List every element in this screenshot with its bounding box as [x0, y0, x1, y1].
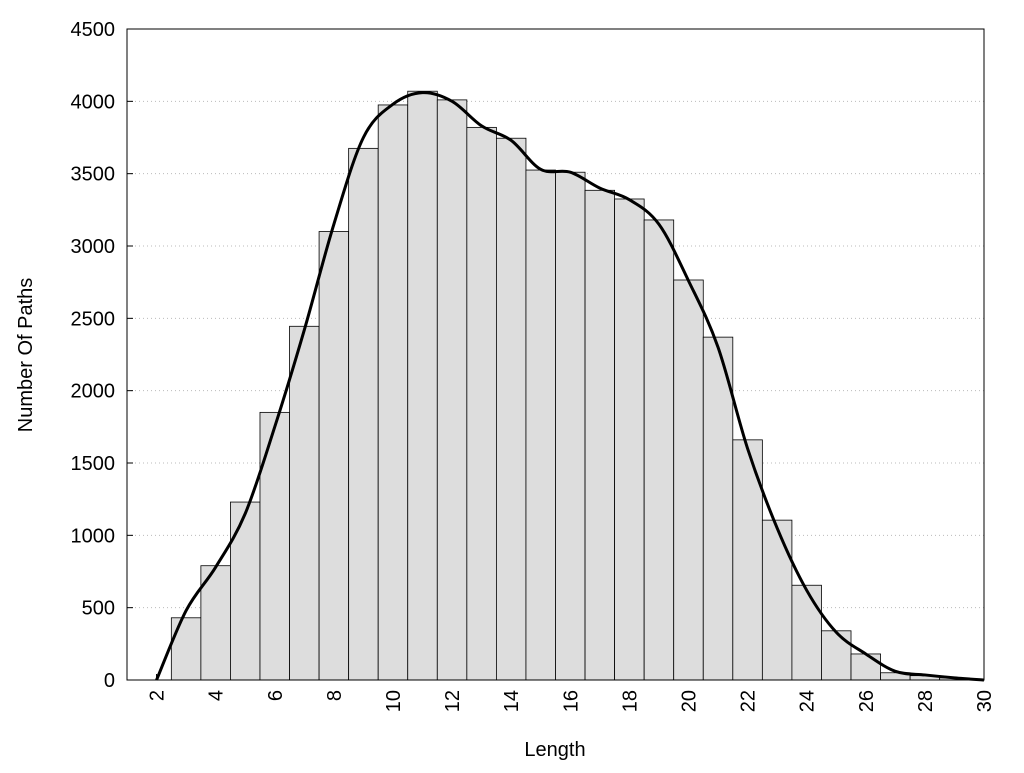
bar [170, 617, 202, 681]
y-tick-label: 0 [104, 670, 115, 692]
bar [377, 104, 409, 681]
x-tick-label: 30 [974, 690, 996, 712]
bar [436, 99, 468, 681]
bar [673, 279, 704, 681]
y-axis-label: Number Of Paths [15, 278, 37, 433]
x-tick-label: 24 [797, 690, 819, 712]
bar [230, 501, 261, 681]
x-tick-label: 12 [442, 690, 464, 712]
x-tick-label: 26 [856, 690, 878, 712]
x-tick-label: 2 [147, 690, 169, 701]
y-tick-label: 1500 [71, 453, 116, 475]
y-tick-label: 2000 [71, 381, 116, 403]
x-tick-label: 22 [738, 690, 760, 712]
bar [466, 126, 497, 681]
bar [289, 325, 320, 681]
bar [821, 630, 852, 681]
bar [259, 411, 290, 681]
y-tick-label: 3500 [71, 164, 116, 186]
bar [555, 171, 586, 681]
bar [584, 189, 616, 681]
y-tick-label: 2500 [71, 308, 116, 330]
bar [348, 147, 379, 681]
y-tick-label: 4000 [71, 91, 116, 113]
y-tick-label: 3000 [71, 236, 116, 258]
x-tick-label: 20 [678, 690, 700, 712]
bar [761, 519, 793, 681]
x-tick-label: 8 [324, 690, 346, 701]
y-tick-label: 1000 [71, 525, 116, 547]
bar [407, 90, 438, 681]
y-tick-label: 4500 [71, 19, 116, 41]
plot-frame [126, 28, 985, 681]
curve [155, 91, 985, 682]
bar [200, 565, 231, 681]
y-tick-label: 500 [82, 598, 115, 620]
bar [318, 231, 350, 681]
x-tick-label: 14 [501, 690, 523, 712]
bar [525, 169, 556, 681]
x-axis-label: Length [524, 739, 585, 761]
bar [495, 137, 527, 681]
bar [702, 336, 734, 681]
bar [791, 584, 822, 681]
bar [643, 219, 675, 681]
x-tick-label: 18 [619, 690, 641, 712]
x-tick-label: 4 [206, 690, 228, 701]
x-tick-label: 10 [383, 690, 405, 712]
x-tick-label: 6 [265, 690, 287, 701]
bar [850, 653, 881, 681]
x-tick-label: 16 [560, 690, 582, 712]
bar [614, 198, 645, 681]
x-tick-label: 28 [915, 690, 937, 712]
